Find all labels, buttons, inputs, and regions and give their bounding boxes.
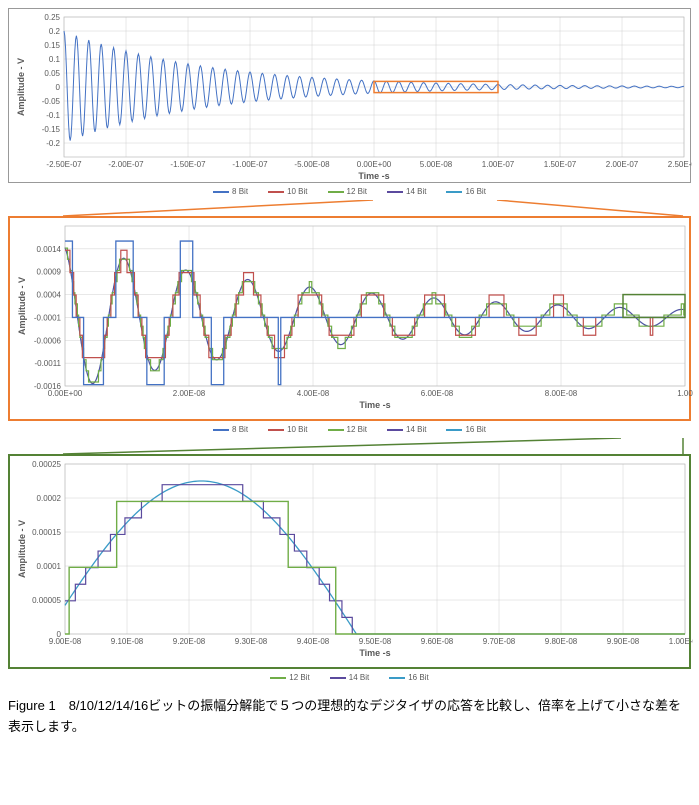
- svg-text:-0.0006: -0.0006: [34, 336, 62, 345]
- svg-text:9.60E-08: 9.60E-08: [421, 637, 454, 646]
- figure-container: -2.50E-07 -2.00E-07 -1.50E-07 -1.00E-07 -5.0…: [8, 8, 691, 738]
- zoom-connector-1: [8, 200, 691, 216]
- svg-text:-1.50E-07: -1.50E-07: [170, 160, 206, 169]
- chart-1-legend: 8 Bit10 Bit12 Bit14 Bit16 Bit: [8, 183, 691, 200]
- svg-text:-2.50E-07: -2.50E-07: [46, 160, 82, 169]
- svg-text:2.00E-07: 2.00E-07: [606, 160, 639, 169]
- svg-text:6.00E-08: 6.00E-08: [421, 389, 454, 398]
- svg-text:2.00E-08: 2.00E-08: [173, 389, 206, 398]
- svg-text:9.50E-08: 9.50E-08: [359, 637, 392, 646]
- svg-text:0.00005: 0.00005: [32, 596, 61, 605]
- svg-text:Time -s: Time -s: [358, 171, 389, 181]
- figure-caption: Figure 1 8/10/12/14/16ビットの振幅分解能で５つの理想的なデ…: [8, 696, 691, 738]
- chart-3: 9.00E-08 9.10E-08 9.20E-08 9.30E-08 9.40E-08…: [8, 454, 691, 669]
- svg-text:9.90E-08: 9.90E-08: [607, 637, 640, 646]
- svg-text:0.0009: 0.0009: [37, 268, 62, 277]
- svg-text:1.00: 1.00: [677, 389, 693, 398]
- svg-text:0.0002: 0.0002: [37, 494, 62, 503]
- zoom-connector-2: [8, 438, 691, 454]
- svg-text:1.50E-07: 1.50E-07: [544, 160, 577, 169]
- svg-text:-0.0016: -0.0016: [34, 382, 62, 391]
- svg-text:Amplitude - V: Amplitude - V: [17, 520, 27, 578]
- chart-2-legend: 8 Bit10 Bit12 Bit14 Bit16 Bit: [8, 421, 691, 438]
- svg-text:2.50E-07: 2.50E-07: [668, 160, 692, 169]
- svg-text:-0.0001: -0.0001: [34, 313, 62, 322]
- svg-text:1.00E-07: 1.00E-07: [669, 637, 693, 646]
- svg-text:9.80E-08: 9.80E-08: [545, 637, 578, 646]
- svg-text:-0.0011: -0.0011: [34, 359, 61, 368]
- svg-text:Time -s: Time -s: [359, 400, 390, 410]
- svg-text:9.30E-08: 9.30E-08: [235, 637, 268, 646]
- svg-text:9.10E-08: 9.10E-08: [111, 637, 144, 646]
- svg-text:9.20E-08: 9.20E-08: [173, 637, 206, 646]
- svg-text:0.0001: 0.0001: [37, 562, 62, 571]
- svg-text:0.05: 0.05: [44, 69, 60, 78]
- svg-text:0.15: 0.15: [44, 41, 60, 50]
- svg-text:Amplitude - V: Amplitude - V: [17, 277, 27, 335]
- svg-text:Amplitude - V: Amplitude - V: [16, 58, 26, 116]
- svg-text:0.0014: 0.0014: [37, 245, 62, 254]
- svg-text:8.00E-08: 8.00E-08: [545, 389, 578, 398]
- svg-text:0.00025: 0.00025: [32, 460, 61, 469]
- chart-2: 0.00E+002.00E-084.00E-086.00E-088.00E-08…: [8, 216, 691, 421]
- svg-text:-5.00E-08: -5.00E-08: [294, 160, 330, 169]
- svg-text:9.40E-08: 9.40E-08: [297, 637, 330, 646]
- svg-text:-2.00E-07: -2.00E-07: [108, 160, 144, 169]
- svg-text:5.00E-08: 5.00E-08: [420, 160, 453, 169]
- svg-text:0.00E+00: 0.00E+00: [357, 160, 392, 169]
- svg-text:0.0004: 0.0004: [37, 291, 62, 300]
- svg-text:0.00015: 0.00015: [32, 528, 61, 537]
- svg-text:4.00E-08: 4.00E-08: [297, 389, 330, 398]
- svg-text:0: 0: [56, 83, 61, 92]
- svg-text:9.00E-08: 9.00E-08: [49, 637, 82, 646]
- svg-text:1.00E-07: 1.00E-07: [482, 160, 515, 169]
- svg-text:0.2: 0.2: [49, 27, 61, 36]
- svg-text:9.70E-08: 9.70E-08: [483, 637, 516, 646]
- svg-text:-0.2: -0.2: [46, 139, 60, 148]
- svg-text:0.1: 0.1: [49, 55, 61, 64]
- chart-1: -2.50E-07 -2.00E-07 -1.50E-07 -1.00E-07 -5.0…: [8, 8, 691, 183]
- chart-3-legend: 12 Bit14 Bit16 Bit: [8, 669, 691, 686]
- svg-text:0.25: 0.25: [44, 13, 60, 22]
- svg-text:-1.00E-07: -1.00E-07: [232, 160, 268, 169]
- svg-text:0: 0: [57, 630, 62, 639]
- svg-text:-0.1: -0.1: [46, 111, 60, 120]
- svg-text:-0.15: -0.15: [42, 125, 61, 134]
- svg-text:Time -s: Time -s: [359, 648, 390, 658]
- svg-text:-0.05: -0.05: [42, 97, 61, 106]
